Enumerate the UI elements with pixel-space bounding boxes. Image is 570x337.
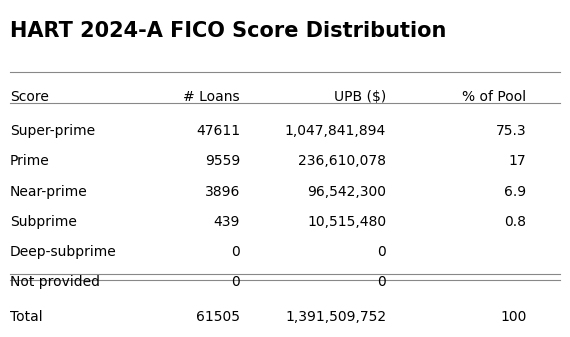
- Text: 236,610,078: 236,610,078: [298, 154, 386, 168]
- Text: Near-prime: Near-prime: [10, 185, 88, 198]
- Text: Deep-subprime: Deep-subprime: [10, 245, 116, 259]
- Text: 0.8: 0.8: [504, 215, 527, 229]
- Text: 10,515,480: 10,515,480: [307, 215, 386, 229]
- Text: % of Pool: % of Pool: [462, 90, 527, 103]
- Text: 47611: 47611: [196, 124, 240, 138]
- Text: 0: 0: [377, 275, 386, 289]
- Text: Total: Total: [10, 310, 42, 324]
- Text: 439: 439: [214, 215, 240, 229]
- Text: 75.3: 75.3: [496, 124, 527, 138]
- Text: # Loans: # Loans: [184, 90, 240, 103]
- Text: UPB ($): UPB ($): [334, 90, 386, 103]
- Text: 96,542,300: 96,542,300: [307, 185, 386, 198]
- Text: Score: Score: [10, 90, 48, 103]
- Text: Super-prime: Super-prime: [10, 124, 95, 138]
- Text: 1,047,841,894: 1,047,841,894: [285, 124, 386, 138]
- Text: 6.9: 6.9: [504, 185, 527, 198]
- Text: 1,391,509,752: 1,391,509,752: [285, 310, 386, 324]
- Text: 0: 0: [231, 245, 240, 259]
- Text: Subprime: Subprime: [10, 215, 76, 229]
- Text: Prime: Prime: [10, 154, 50, 168]
- Text: 100: 100: [500, 310, 527, 324]
- Text: 9559: 9559: [205, 154, 240, 168]
- Text: HART 2024-A FICO Score Distribution: HART 2024-A FICO Score Distribution: [10, 21, 446, 40]
- Text: 61505: 61505: [196, 310, 240, 324]
- Text: 0: 0: [231, 275, 240, 289]
- Text: Not provided: Not provided: [10, 275, 100, 289]
- Text: 17: 17: [509, 154, 527, 168]
- Text: 3896: 3896: [205, 185, 240, 198]
- Text: 0: 0: [377, 245, 386, 259]
